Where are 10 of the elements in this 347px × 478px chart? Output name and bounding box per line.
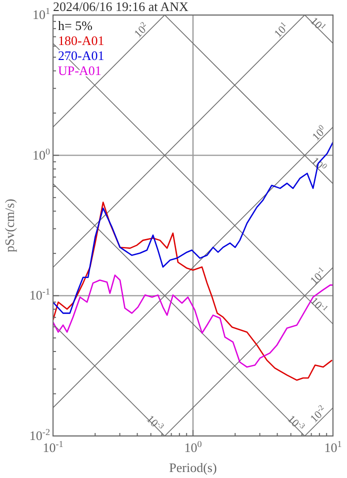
annotation: h= 5% [58,18,93,33]
y-tick-label: 10$^{0}$ [32,146,50,162]
x-tick-label: 10$^{1}$ [324,439,342,455]
y-axis-title: pSv(cm/s) [2,198,17,252]
y-tick-label: 10$^{-1}$ [29,286,50,303]
y-tick-label: 10$^{1}$ [32,6,50,22]
x-tick-label: 10$^{0}$ [184,439,202,455]
x-axis-title: Period(s) [169,460,217,475]
chart-title: 2024/06/16 19:16 at ANX [53,0,190,14]
text: 180-A01 [58,33,104,48]
